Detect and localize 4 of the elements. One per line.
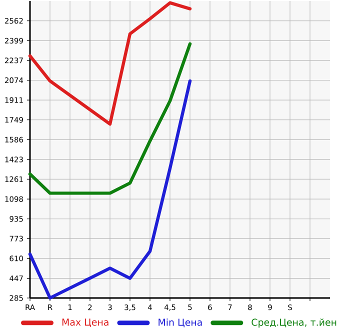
legend-label: Max Цена <box>62 318 108 328</box>
legend-label: Сред.Цена, т.йен <box>252 318 336 328</box>
line-series <box>28 79 192 300</box>
legend-label: Min Цена <box>158 318 202 328</box>
